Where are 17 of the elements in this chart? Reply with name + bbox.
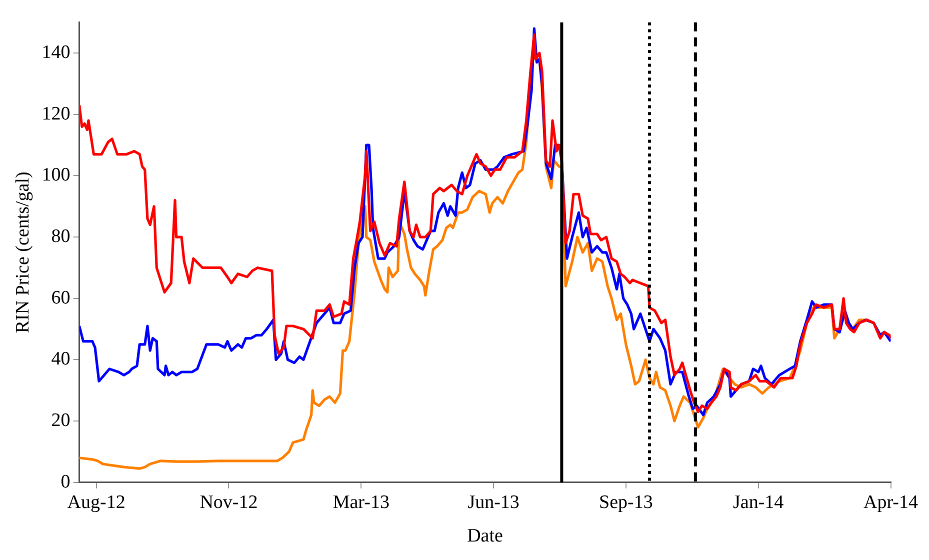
- y-axis-title: RIN Price (cents/gal): [12, 172, 34, 334]
- y-tick-label: 20: [51, 410, 70, 432]
- x-axis-title: Date: [467, 526, 503, 547]
- y-tick-label: 140: [42, 42, 70, 64]
- x-tick-label: Jan-14: [733, 492, 784, 513]
- y-tick-label: 0: [60, 471, 70, 492]
- x-tick-label: Jun-13: [468, 492, 520, 513]
- y-tick-label: 60: [51, 287, 70, 308]
- y-tick-label: 120: [42, 103, 70, 124]
- x-tick-label: Apr-14: [864, 492, 918, 513]
- y-tick-label: 100: [42, 164, 70, 186]
- x-tick-label: Aug-12: [67, 492, 126, 513]
- x-tick-label: Sep-13: [599, 492, 653, 513]
- y-tick-label: 40: [51, 348, 70, 370]
- x-tick-label: Nov-12: [200, 492, 258, 513]
- y-tick-label: 80: [51, 226, 70, 248]
- x-tick-label: Mar-13: [332, 492, 390, 513]
